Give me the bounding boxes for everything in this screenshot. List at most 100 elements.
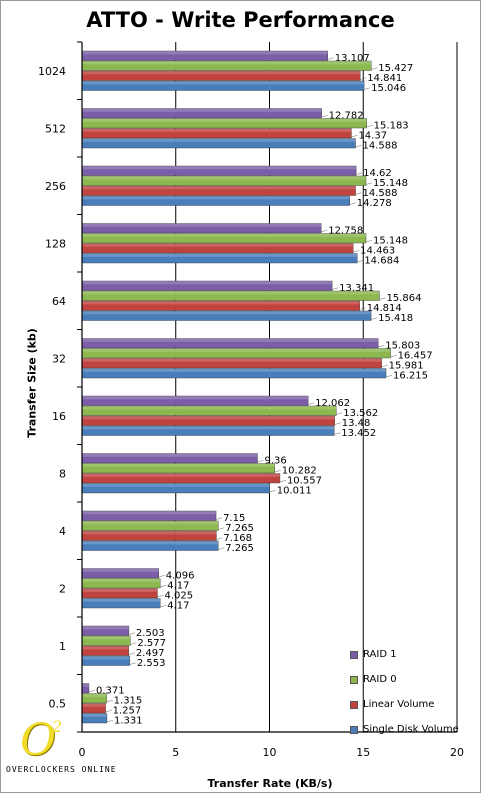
legend-item-raid-1: RAID 1 bbox=[350, 642, 459, 667]
legend-label-raid-1: RAID 1 bbox=[363, 649, 397, 660]
data-label-leader-raid-1-256 bbox=[356, 172, 363, 175]
legend: RAID 1 RAID 0 Linear Volume Single Disk … bbox=[350, 642, 459, 742]
bar-shine-single-disk-volume-128 bbox=[82, 253, 358, 257]
x-tick-label-0: 0 bbox=[79, 746, 86, 759]
data-label-leader-linear-volume-16 bbox=[334, 422, 341, 425]
bar-shine-single-disk-volume-1 bbox=[82, 656, 130, 660]
bar-shine-linear-volume-256 bbox=[82, 186, 356, 190]
y-tick-label-512: 512 bbox=[45, 122, 66, 135]
bar-shine-raid-0-1024 bbox=[82, 61, 372, 65]
logo-superscript: 2 bbox=[52, 717, 63, 736]
data-label-leader-single-disk-volume-128 bbox=[357, 259, 364, 263]
data-label-leader-raid-0-2 bbox=[160, 584, 167, 588]
data-label-leader-raid-0-1024 bbox=[371, 67, 378, 70]
data-label-leader-single-disk-volume-1024 bbox=[364, 87, 371, 90]
bar-shine-raid-1-64 bbox=[82, 281, 333, 285]
legend-swatch-raid-1 bbox=[350, 650, 358, 659]
bar-shine-raid-0-8 bbox=[82, 463, 275, 467]
data-label-raid-1-512: 12.782 bbox=[329, 110, 364, 121]
bar-shine-single-disk-volume-16 bbox=[82, 426, 335, 430]
bar-shine-raid-1-32 bbox=[82, 338, 379, 342]
data-label-leader-linear-volume-8 bbox=[279, 479, 287, 483]
data-label-raid-1-1024: 13.107 bbox=[335, 53, 370, 64]
data-label-leader-linear-volume-1024 bbox=[360, 77, 367, 80]
data-label-leader-raid-1-64 bbox=[332, 287, 339, 290]
data-label-single-disk-volume-32: 16.215 bbox=[393, 370, 428, 381]
y-tick-label-4: 4 bbox=[59, 525, 66, 538]
data-label-raid-0-32: 16.457 bbox=[398, 350, 433, 361]
data-label-linear-volume-8: 10.557 bbox=[287, 475, 322, 486]
data-label-leader-raid-1-4 bbox=[215, 517, 223, 520]
bar-shine-raid-1-128 bbox=[82, 223, 322, 227]
y-tick-label-64: 64 bbox=[52, 295, 66, 308]
y-tick-label-256: 256 bbox=[45, 180, 66, 193]
data-label-leader-raid-0-4 bbox=[218, 527, 225, 530]
data-label-raid-0-0-5: 1.315 bbox=[114, 695, 143, 706]
logo-mark: O bbox=[20, 715, 57, 766]
bar-shine-raid-1-1 bbox=[82, 626, 129, 630]
bar-shine-linear-volume-2 bbox=[82, 588, 158, 592]
bar-shine-single-disk-volume-1024 bbox=[82, 81, 365, 85]
data-label-raid-0-2: 4.17 bbox=[167, 580, 189, 591]
bar-shine-single-disk-volume-0-5 bbox=[82, 713, 107, 717]
y-axis-label: Transfer Size (kb) bbox=[25, 328, 39, 438]
logo-text: OVERCLOCKERS ONLINE bbox=[6, 765, 117, 774]
data-label-leader-raid-1-512 bbox=[321, 114, 328, 118]
data-label-linear-volume-256: 14.588 bbox=[363, 188, 398, 199]
y-tick-label-32: 32 bbox=[52, 352, 66, 365]
data-label-single-disk-volume-2: 4.17 bbox=[167, 600, 189, 611]
data-label-leader-single-disk-volume-32 bbox=[385, 374, 393, 378]
data-label-raid-0-512: 15.183 bbox=[374, 120, 409, 131]
bar-shine-raid-0-1 bbox=[82, 636, 131, 640]
legend-item-single-disk-volume: Single Disk Volume bbox=[350, 717, 459, 742]
data-label-leader-linear-volume-0-5 bbox=[105, 709, 112, 713]
bar-shine-raid-1-1024 bbox=[82, 51, 328, 55]
legend-item-raid-0: RAID 0 bbox=[350, 667, 459, 692]
bar-shine-raid-0-256 bbox=[82, 176, 367, 180]
data-label-leader-linear-volume-1 bbox=[128, 652, 135, 655]
y-tick-label-1: 1 bbox=[59, 640, 66, 653]
y-tick-label-16: 16 bbox=[52, 410, 66, 423]
data-label-leader-raid-1-2 bbox=[158, 574, 165, 578]
data-label-leader-single-disk-volume-512 bbox=[355, 144, 362, 148]
bar-shine-single-disk-volume-256 bbox=[82, 196, 350, 200]
data-label-raid-1-8: 9.36 bbox=[265, 455, 287, 466]
data-label-raid-1-0-5: 0.371 bbox=[96, 685, 125, 696]
data-label-single-disk-volume-512: 14.588 bbox=[363, 140, 398, 151]
data-label-leader-raid-1-32 bbox=[378, 344, 385, 348]
data-label-raid-0-128: 15.148 bbox=[373, 235, 408, 246]
bar-shine-linear-volume-128 bbox=[82, 243, 354, 247]
data-label-linear-volume-512: 14.37 bbox=[358, 130, 387, 141]
data-label-raid-1-128: 12.758 bbox=[328, 225, 363, 236]
x-tick-label-20: 20 bbox=[450, 746, 464, 759]
bar-shine-single-disk-volume-4 bbox=[82, 541, 219, 545]
y-tick-label-0-5: 0.5 bbox=[49, 697, 67, 710]
bar-shine-raid-0-4 bbox=[82, 521, 219, 525]
x-tick-label-5: 5 bbox=[172, 746, 179, 759]
data-label-leader-raid-1-16 bbox=[308, 402, 315, 405]
data-label-leader-raid-1-0-5 bbox=[88, 689, 96, 693]
bar-shine-raid-0-16 bbox=[82, 406, 337, 410]
data-label-leader-single-disk-volume-256 bbox=[349, 202, 356, 205]
bar-shine-linear-volume-4 bbox=[82, 531, 217, 535]
data-label-leader-single-disk-volume-1 bbox=[129, 662, 136, 665]
bar-shine-linear-volume-1024 bbox=[82, 71, 361, 75]
data-label-leader-raid-1-1 bbox=[128, 632, 136, 635]
bar-shine-single-disk-volume-32 bbox=[82, 368, 387, 372]
data-label-raid-0-16: 13.562 bbox=[343, 408, 378, 419]
data-label-linear-volume-4: 7.168 bbox=[223, 533, 252, 544]
data-label-leader-raid-0-8 bbox=[274, 469, 281, 473]
bar-shine-linear-volume-64 bbox=[82, 301, 360, 305]
data-label-leader-linear-volume-2 bbox=[157, 594, 164, 598]
overclockers-online-logo: O 2 OVERCLOCKERS ONLINE bbox=[6, 715, 116, 785]
data-label-single-disk-volume-0-5: 1.331 bbox=[114, 715, 143, 726]
data-label-single-disk-volume-1024: 15.046 bbox=[371, 83, 406, 94]
x-tick-label-15: 15 bbox=[356, 746, 370, 759]
data-label-leader-single-disk-volume-16 bbox=[334, 432, 341, 435]
bar-shine-single-disk-volume-512 bbox=[82, 138, 356, 142]
data-label-single-disk-volume-128: 14.684 bbox=[364, 255, 399, 266]
data-label-linear-volume-64: 14.814 bbox=[367, 303, 402, 314]
data-label-single-disk-volume-16: 13.452 bbox=[341, 428, 376, 439]
data-label-leader-raid-0-0-5 bbox=[106, 699, 113, 703]
